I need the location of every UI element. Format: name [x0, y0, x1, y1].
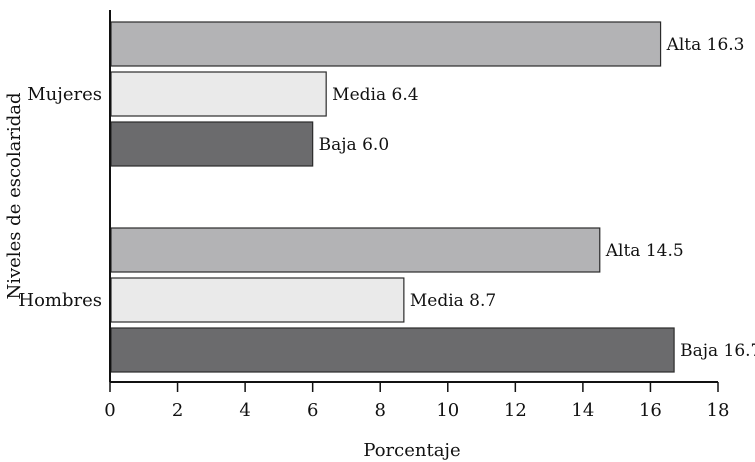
x-tick-label: 16 — [639, 400, 662, 421]
bars-layer — [110, 21, 675, 373]
x-tick-label: 4 — [239, 400, 250, 421]
data-label-hombres-alta: Alta 14.5 — [605, 241, 684, 261]
x-tick-label: 8 — [374, 400, 385, 421]
bar-hombres-media — [110, 277, 405, 323]
data-label-hombres-baja: Baja 16.7 — [680, 341, 755, 361]
bar-mujeres-media — [110, 71, 327, 117]
x-tick-label: 0 — [104, 400, 115, 421]
group-label-hombres: Hombres — [18, 290, 102, 311]
data-label-mujeres-media: Media 6.4 — [332, 85, 418, 105]
data-label-hombres-media: Media 8.7 — [410, 291, 496, 311]
x-tick-label: 14 — [571, 400, 594, 421]
data-label-mujeres-alta: Alta 16.3 — [666, 35, 745, 55]
group-label-mujeres: Mujeres — [27, 84, 102, 105]
x-axis-title: Porcentaje — [363, 440, 460, 461]
x-tick-label: 6 — [307, 400, 318, 421]
x-tick-label: 12 — [504, 400, 527, 421]
bar-hombres-baja — [110, 327, 675, 373]
y-axis-title: Niveles de escolaridad — [4, 92, 25, 299]
x-tick-label: 2 — [172, 400, 183, 421]
x-tick-label: 10 — [436, 400, 459, 421]
bar-mujeres-baja — [110, 121, 314, 167]
x-tick-label: 18 — [707, 400, 730, 421]
axes-layer — [109, 10, 718, 383]
x-ticks-layer: 0 2 4 6 8 10 12 14 16 18 — [104, 382, 729, 421]
data-label-mujeres-baja: Baja 6.0 — [319, 135, 389, 155]
bar-mujeres-alta — [110, 21, 662, 67]
bar-hombres-alta — [110, 227, 601, 273]
data-labels-layer: Alta 16.3 Media 6.4 Baja 6.0 Alta 14.5 Media… — [319, 35, 755, 361]
group-labels-layer: Mujeres Hombres — [18, 84, 102, 311]
